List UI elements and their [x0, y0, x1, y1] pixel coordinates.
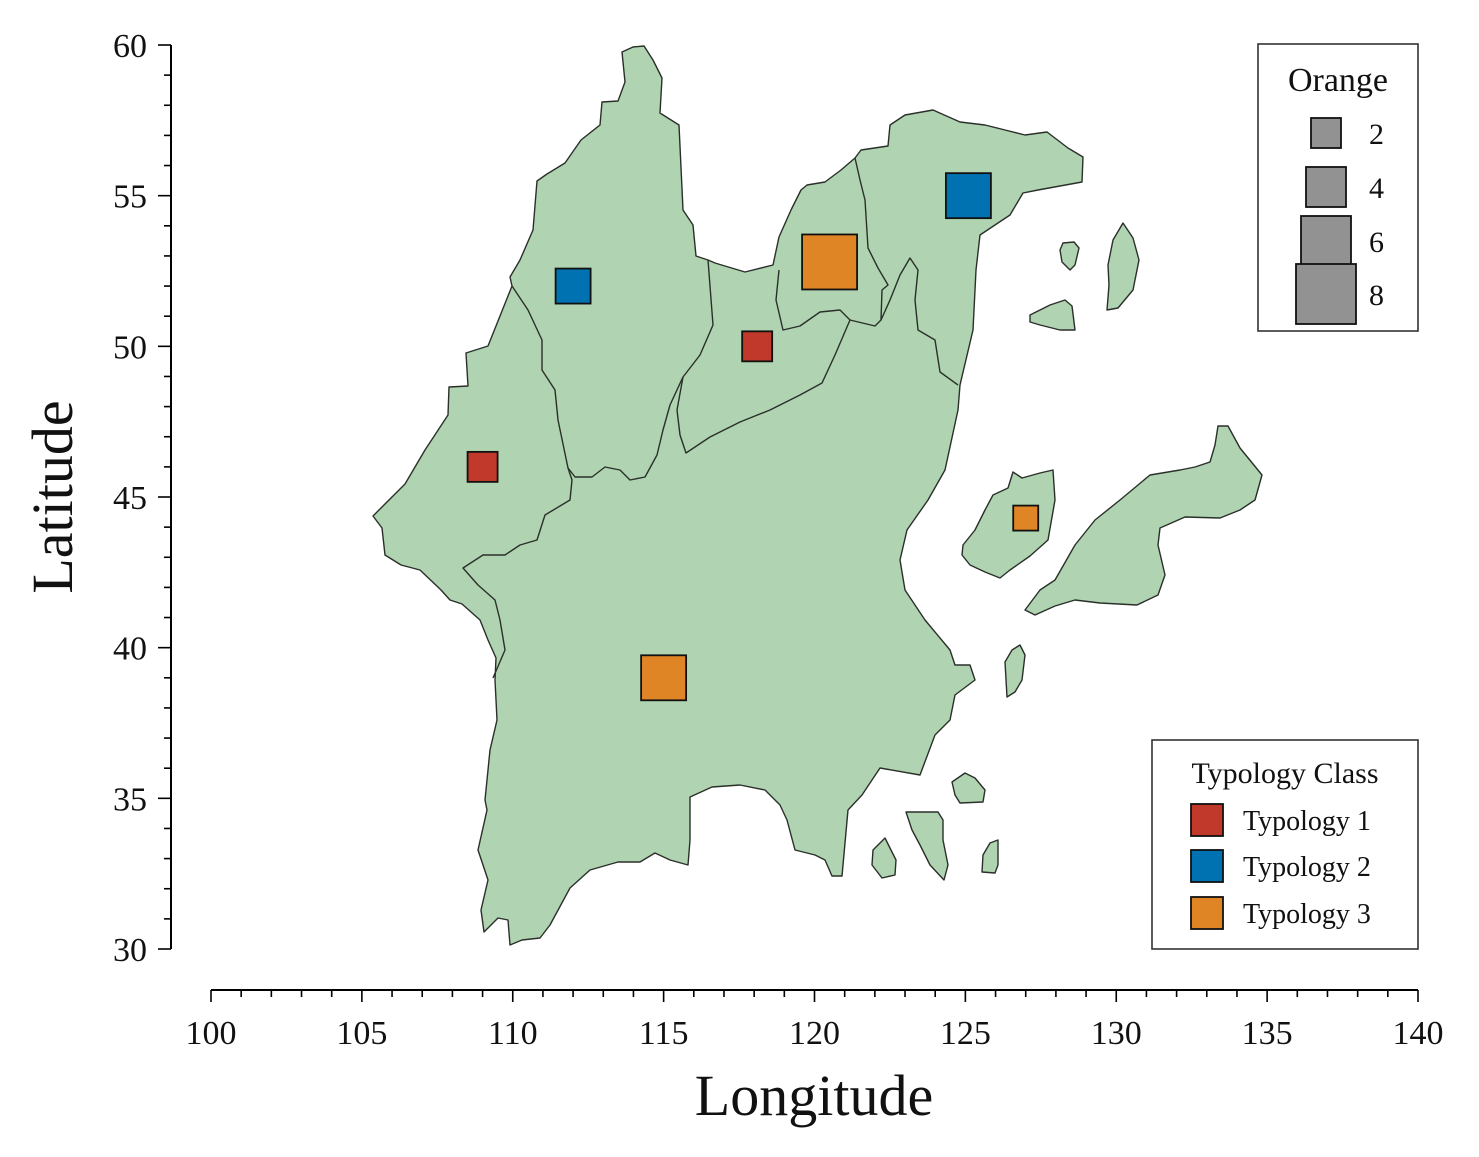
x-tick-label: 140 [1393, 1015, 1444, 1052]
size-legend-swatch [1300, 215, 1352, 267]
data-marker [640, 654, 688, 702]
size-legend-label: 4 [1369, 172, 1384, 205]
mainland-region [372, 45, 1084, 946]
island-h [905, 811, 949, 881]
land-layer [372, 45, 1263, 946]
island-f [1004, 644, 1026, 698]
island-e [1024, 425, 1263, 616]
border-northeast [849, 157, 889, 327]
color-legend-title: Typology Class [1191, 757, 1378, 790]
color-legend-label: Typology 3 [1243, 899, 1371, 930]
size-legend-title: Orange [1288, 62, 1388, 99]
color-legend: Typology Class Typology 1 Typology 2 Typol… [1151, 739, 1419, 950]
x-tick-label: 115 [639, 1015, 689, 1052]
island-i [871, 837, 897, 879]
color-legend-label: Typology 1 [1243, 806, 1371, 837]
size-legend-swatch [1305, 166, 1347, 208]
size-legend-swatch [1310, 117, 1342, 149]
region-borders [462, 157, 959, 679]
y-tick-label: 50 [113, 329, 147, 366]
y-axis-ticks: 30 35 40 45 50 55 60 [113, 28, 171, 969]
y-tick-label: 45 [113, 480, 147, 517]
size-legend-label: 2 [1369, 118, 1384, 151]
island-c [1029, 299, 1076, 331]
island-a [1059, 241, 1080, 271]
border-east [880, 257, 959, 386]
x-axis-ticks: 100 105 110 115 120 125 130 135 140 [186, 990, 1444, 1052]
color-legend-label: Typology 2 [1243, 852, 1371, 883]
data-marker [554, 267, 592, 305]
island-g [951, 772, 986, 804]
size-legend-label: 6 [1369, 226, 1384, 259]
x-axis: 100 105 110 115 120 125 130 135 140 [186, 989, 1444, 1052]
x-tick-label: 100 [186, 1015, 237, 1052]
y-axis-label: Latitude [20, 400, 85, 593]
y-tick-label: 60 [113, 28, 147, 65]
data-marker [741, 330, 774, 363]
color-legend-swatch [1190, 896, 1224, 930]
data-marker [466, 450, 499, 483]
island-b [1106, 222, 1140, 311]
y-tick-label: 55 [113, 179, 147, 216]
border-north [567, 259, 714, 481]
border-central [676, 269, 851, 454]
x-tick-label: 130 [1091, 1015, 1142, 1052]
data-marker [801, 233, 858, 291]
island-d [961, 469, 1056, 579]
data-marker [1012, 504, 1040, 532]
size-legend-swatch [1295, 263, 1357, 325]
x-tick-label: 120 [789, 1015, 840, 1052]
y-axis: 30 35 40 45 50 55 60 [113, 28, 172, 969]
x-tick-label: 135 [1242, 1015, 1293, 1052]
color-legend-swatch [1190, 849, 1224, 883]
data-marker [944, 172, 992, 220]
x-axis-label: Longitude [695, 1063, 933, 1128]
x-tick-label: 105 [336, 1015, 387, 1052]
island-j [981, 839, 999, 874]
y-tick-label: 30 [113, 932, 147, 969]
y-tick-label: 35 [113, 781, 147, 818]
x-tick-label: 125 [940, 1015, 991, 1052]
size-legend: Orange 2 4 6 8 [1257, 43, 1419, 332]
border-west [462, 285, 573, 679]
x-tick-label: 110 [488, 1015, 538, 1052]
size-legend-label: 8 [1369, 279, 1384, 312]
marker-layer [466, 172, 1040, 702]
color-legend-swatch [1190, 803, 1224, 837]
y-tick-label: 40 [113, 631, 147, 668]
